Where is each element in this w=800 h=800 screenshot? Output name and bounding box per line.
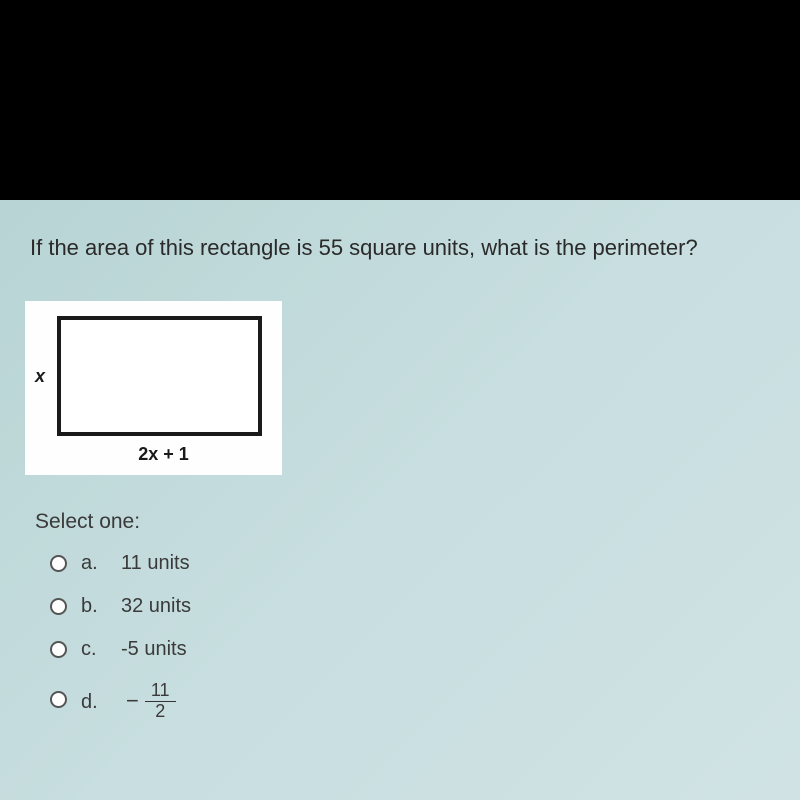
radio-icon[interactable]: [50, 691, 67, 708]
option-letter: d.: [81, 691, 111, 714]
option-letter: b.: [81, 595, 111, 618]
radio-icon[interactable]: [50, 555, 67, 572]
rectangle-shape: [57, 316, 262, 436]
denominator: 2: [149, 702, 171, 722]
option-letter: a.: [81, 552, 111, 575]
question-content: If the area of this rectangle is 55 squa…: [0, 200, 800, 800]
radio-icon[interactable]: [50, 641, 67, 658]
option-c[interactable]: c. -5 units: [50, 638, 770, 661]
rectangle-row: x: [35, 316, 262, 436]
diagram-container: x 2x + 1: [25, 301, 282, 475]
option-text: 11 units: [121, 552, 190, 575]
black-header-region: [0, 0, 800, 200]
fraction: 11 2: [145, 681, 176, 722]
fraction-value: − 11 2: [126, 681, 176, 722]
numerator: 11: [145, 681, 176, 702]
option-d[interactable]: d. − 11 2: [50, 681, 770, 722]
option-b[interactable]: b. 32 units: [50, 595, 770, 618]
option-letter: c.: [81, 638, 111, 661]
radio-icon[interactable]: [50, 598, 67, 615]
minus-sign: −: [126, 688, 139, 714]
rectangle-side-label: x: [35, 366, 45, 387]
question-prompt: If the area of this rectangle is 55 squa…: [30, 235, 770, 261]
option-text: 32 units: [121, 595, 191, 618]
select-one-prompt: Select one:: [35, 510, 770, 534]
option-text: -5 units: [121, 638, 187, 661]
rectangle-bottom-label: 2x + 1: [65, 444, 262, 465]
options-list: a. 11 units b. 32 units c. -5 units d. −…: [50, 552, 770, 722]
option-a[interactable]: a. 11 units: [50, 552, 770, 575]
